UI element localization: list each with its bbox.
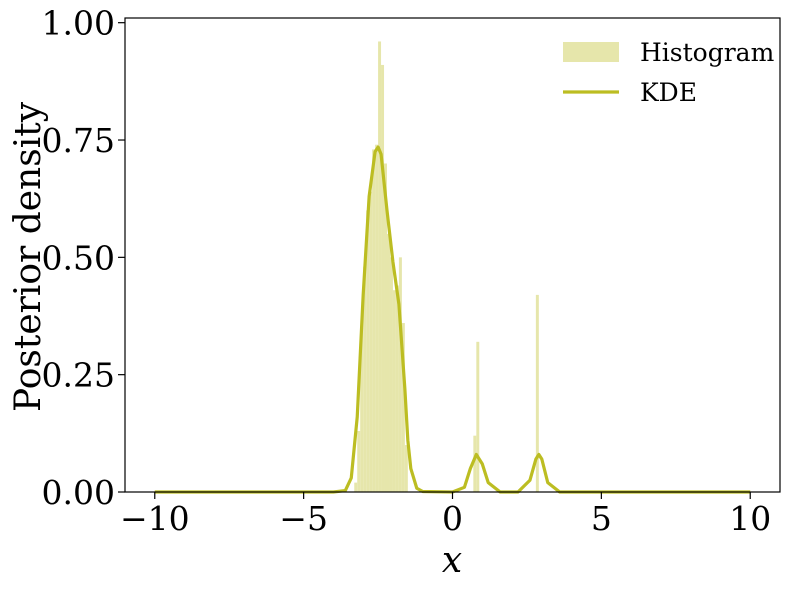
legend: Histogram KDE — [563, 38, 775, 107]
histogram-bar-18 — [473, 435, 477, 492]
x-tick-label-1: −5 — [279, 499, 328, 538]
histogram-bar-8 — [378, 41, 382, 493]
histogram-bar-12 — [389, 257, 393, 492]
histogram-bar-1 — [357, 430, 361, 492]
x-tick-label-2: 0 — [442, 499, 463, 538]
y-tick-label-3: 0.75 — [42, 121, 115, 160]
histogram-bar-15 — [398, 257, 402, 492]
kde-line — [154, 145, 751, 494]
x-tick-label-4: 10 — [729, 499, 771, 538]
histogram-bar-0 — [354, 482, 358, 492]
x-axis-label: x — [442, 540, 462, 581]
histogram-bar-7 — [375, 144, 379, 492]
y-tick-label-2: 0.50 — [42, 238, 115, 277]
histogram-bar-3 — [363, 266, 367, 492]
legend-histogram-swatch — [563, 42, 619, 62]
legend-histogram-label: Histogram — [640, 38, 775, 67]
y-tick-label-1: 0.25 — [42, 356, 115, 395]
histogram-bar-10 — [384, 163, 387, 492]
histogram-bar-20 — [535, 294, 539, 492]
histogram-bar-19 — [476, 341, 480, 492]
histogram-bar-6 — [372, 149, 376, 492]
histogram-bar-14 — [395, 285, 399, 492]
y-axis-label: Posterior density — [8, 101, 49, 412]
histogram-bars — [354, 41, 539, 493]
histogram-bar-5 — [369, 191, 373, 493]
histogram-bar-13 — [392, 290, 396, 492]
histogram-bar-4 — [366, 210, 370, 493]
histogram-bar-11 — [387, 233, 390, 492]
x-axis: −10 −5 0 5 10 — [120, 492, 771, 538]
legend-kde-label: KDE — [640, 78, 697, 107]
y-tick-label-0: 0.00 — [42, 473, 115, 512]
plot-background — [125, 18, 780, 492]
x-tick-label-0: −10 — [120, 499, 190, 538]
y-tick-label-4: 1.00 — [42, 4, 115, 43]
y-axis: 0.00 0.25 0.50 0.75 1.00 — [42, 4, 125, 512]
histogram-bar-17 — [404, 445, 408, 492]
x-tick-label-3: 5 — [591, 499, 612, 538]
histogram-bar-2 — [360, 327, 364, 492]
histogram-bar-16 — [401, 323, 405, 492]
histogram-bar-9 — [381, 64, 385, 492]
